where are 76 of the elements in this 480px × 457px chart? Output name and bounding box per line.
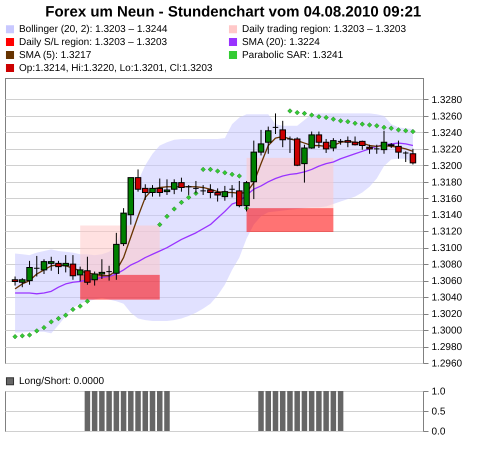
candlestick xyxy=(192,180,200,194)
point xyxy=(302,110,308,116)
point xyxy=(41,324,47,330)
y-tick-label: 1.3160 xyxy=(432,194,463,205)
chart-title: Forex um Neun - Stundenchart vom 04.08.2010 09:21 xyxy=(45,4,422,20)
point xyxy=(20,333,25,338)
point xyxy=(34,328,40,334)
point xyxy=(338,118,344,124)
point xyxy=(56,316,62,322)
point xyxy=(208,166,213,172)
point xyxy=(316,114,322,120)
candlestick xyxy=(265,126,272,154)
point xyxy=(186,194,192,200)
point xyxy=(366,122,372,128)
point xyxy=(229,172,235,177)
y-tick-label: 1.2960 xyxy=(432,358,463,370)
y-tick-label: 1.3260 xyxy=(432,111,463,122)
legend-label: Parabolic SAR: 1.3241 xyxy=(242,50,344,61)
point xyxy=(309,112,314,118)
point xyxy=(324,114,329,120)
point xyxy=(63,312,68,318)
y-tick-label: 1.3080 xyxy=(432,260,463,271)
point xyxy=(70,306,76,312)
y-tick-label: 0.5 xyxy=(432,406,446,418)
point xyxy=(352,120,358,126)
y-tick-label: 1.3280 xyxy=(432,94,463,106)
point xyxy=(48,319,54,324)
point xyxy=(374,123,380,128)
point xyxy=(345,119,350,124)
point xyxy=(215,168,220,174)
candlestick xyxy=(272,112,279,135)
legend-label: Long/Short: 0.0000 xyxy=(19,376,105,388)
y-tick-label: 1.3120 xyxy=(432,226,463,238)
y-tick-label: 1.3100 xyxy=(432,243,463,254)
y-tick-label: 1.2980 xyxy=(432,342,463,354)
y-tick-label: 1.3140 xyxy=(432,210,463,222)
point xyxy=(381,124,387,130)
point xyxy=(178,200,184,205)
point xyxy=(403,128,408,134)
y-tick-label: 1.3220 xyxy=(432,144,463,156)
point xyxy=(330,116,336,122)
point xyxy=(157,222,162,228)
point xyxy=(294,110,300,116)
point xyxy=(26,332,32,338)
legend-label: Daily S/L region: 1.3203 – 1.3203 xyxy=(19,37,168,48)
point xyxy=(84,298,90,304)
point xyxy=(287,108,293,114)
y-tick-label: 1.0 xyxy=(432,386,446,398)
point xyxy=(236,173,242,179)
point xyxy=(222,170,228,176)
legend-label: SMA (5): 1.3217 xyxy=(19,50,92,61)
y-tick-label: 1.3240 xyxy=(432,128,463,139)
legend-label: Bollinger (20, 2): 1.3203 – 1.3244 xyxy=(19,24,168,36)
y-tick-label: 1.3040 xyxy=(432,292,463,304)
y-tick-label: 1.3060 xyxy=(432,276,463,288)
y-tick-label: 1.3200 xyxy=(432,160,463,172)
point xyxy=(164,214,170,219)
candlestick xyxy=(228,184,236,198)
legend-label: Daily trading region: 1.3203 – 1.3203 xyxy=(242,24,406,36)
legend-label: SMA (20): 1.3224 xyxy=(242,37,320,48)
point xyxy=(12,334,18,340)
candlestick xyxy=(402,150,409,163)
y-tick-label: 1.3020 xyxy=(432,309,463,320)
y-tick-label: 1.3000 xyxy=(432,326,463,337)
point xyxy=(388,126,394,131)
y-tick-label: 1.3180 xyxy=(432,177,463,188)
point xyxy=(360,122,365,127)
candlestick xyxy=(395,140,402,160)
point xyxy=(78,304,83,309)
legend-label: Op:1.3214, Hi:1.3220, Lo:1.3201, Cl:1.3203 xyxy=(19,63,213,74)
point xyxy=(200,166,206,172)
point xyxy=(396,127,402,132)
candlestick xyxy=(410,148,416,165)
point xyxy=(172,206,177,212)
point xyxy=(410,128,416,134)
y-tick-label: 0.0 xyxy=(432,426,446,438)
